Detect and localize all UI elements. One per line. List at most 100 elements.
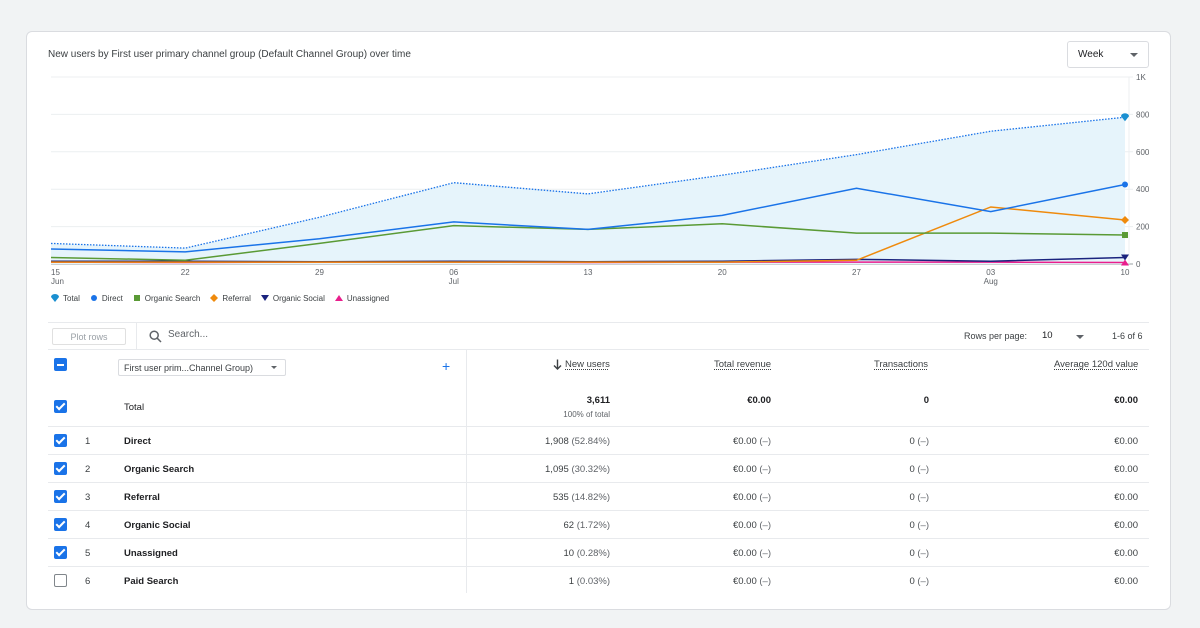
plot-rows-button[interactable]: Plot rows: [52, 328, 126, 345]
legend-item[interactable]: Organic Search: [132, 293, 201, 303]
row-new-users-pct: (0.03%): [576, 576, 610, 587]
row-new-users: 10 (0.28%): [520, 548, 610, 559]
row-transactions: 0 (–): [868, 548, 929, 559]
series-line-referral: [51, 206, 1126, 263]
search-icon: [149, 330, 162, 343]
dimension-select[interactable]: First user prim...Channel Group): [118, 359, 286, 376]
row-new-users-value: 535: [552, 492, 569, 503]
row-new-users: 62 (1.72%): [520, 520, 610, 531]
y-tick-label: 0: [1136, 260, 1141, 269]
row-average-value: €0.00: [1114, 548, 1138, 559]
legend-marker-icon: [90, 295, 97, 301]
add-dimension-button[interactable]: +: [442, 358, 451, 374]
x-tick-label: 10: [1121, 268, 1130, 277]
total-area: [51, 117, 1125, 264]
table-row: 1 Direct 1,908 (52.84%) €0.00 (–) 0 (–) €0.00: [48, 426, 1149, 454]
total-transactions: 0: [923, 395, 929, 406]
pagination-info: 1-6 of 6: [1112, 331, 1143, 341]
x-tick-label: 06: [449, 268, 458, 277]
row-new-users: 1 (0.03%): [520, 576, 610, 587]
row-transactions-value: 0: [909, 436, 915, 447]
total-label: Total: [124, 402, 145, 413]
row-transactions-value: 0: [909, 576, 915, 587]
col-transactions[interactable]: Transactions: [874, 359, 929, 370]
sort-desc-icon[interactable]: [553, 359, 562, 370]
column-divider: [466, 350, 467, 593]
row-average-value: €0.00: [1114, 464, 1138, 475]
row-new-users: 1,908 (52.84%): [520, 436, 610, 447]
row-revenue-value: €0.00: [732, 548, 757, 559]
search-input[interactable]: [168, 329, 468, 340]
divider: [136, 323, 137, 350]
series-line-total: [50, 116, 1126, 249]
x-tick-label: 15: [51, 268, 60, 277]
x-tick-sublabel: Aug: [984, 277, 998, 286]
row-index: 1: [85, 436, 91, 447]
row-checkbox[interactable]: [54, 518, 67, 531]
row-index: 5: [85, 548, 91, 559]
row-transactions-change: (–): [917, 464, 929, 475]
row-checkbox[interactable]: [54, 434, 67, 447]
row-revenue: €0.00 (–): [688, 548, 771, 559]
table-row: 2 Organic Search 1,095 (30.32%) €0.00 (–) 0 …: [48, 454, 1149, 482]
row-new-users: 1,095 (30.32%): [520, 464, 610, 475]
row-transactions: 0 (–): [868, 436, 929, 447]
legend-item[interactable]: Unassigned: [334, 293, 389, 303]
row-transactions: 0 (–): [868, 464, 929, 475]
row-average-value: €0.00: [1114, 576, 1138, 587]
row-revenue: €0.00 (–): [688, 492, 771, 503]
caret-down-icon: [1076, 335, 1084, 339]
row-revenue-value: €0.00: [732, 436, 757, 447]
row-new-users-value: 62: [563, 520, 575, 531]
chart-title: New users by First user primary channel …: [48, 49, 411, 60]
table-toolbar: Plot rows Rows per page: 10 1-6 of 6: [48, 322, 1149, 350]
row-new-users-value: 1,095: [545, 464, 569, 475]
legend-label: Total: [63, 293, 80, 303]
legend-marker-icon: [260, 295, 269, 301]
row-checkbox[interactable]: [54, 574, 67, 587]
row-new-users-pct: (14.82%): [571, 492, 610, 503]
col-new-users[interactable]: New users: [565, 359, 610, 370]
x-tick-label: 27: [852, 268, 861, 277]
row-checkbox[interactable]: [54, 546, 67, 559]
series-end-marker: [1122, 181, 1128, 188]
legend-marker-icon: [210, 294, 219, 302]
legend-label: Unassigned: [346, 293, 390, 303]
legend-label: Referral: [222, 293, 251, 303]
row-index: 3: [85, 492, 91, 503]
col-average-120d-value[interactable]: Average 120d value: [1054, 359, 1139, 370]
y-tick-label: 400: [1136, 185, 1150, 194]
dimension-select-value: First user prim...Channel Group): [124, 363, 254, 373]
row-checkbox[interactable]: [54, 462, 67, 475]
row-new-users-pct: (1.72%): [576, 520, 610, 531]
row-transactions-value: 0: [909, 520, 915, 531]
row-revenue: €0.00 (–): [688, 520, 771, 531]
select-all-checkbox[interactable]: [54, 358, 67, 371]
row-checkbox[interactable]: [54, 490, 67, 503]
row-revenue-value: €0.00: [732, 464, 757, 475]
report-card: [26, 31, 1171, 610]
row-index: 6: [85, 576, 91, 587]
legend-label: Organic Search: [144, 293, 201, 303]
series-end-marker: [1121, 259, 1129, 266]
legend-item[interactable]: Referral: [209, 293, 251, 303]
total-checkbox[interactable]: [54, 400, 67, 413]
total-new-users-share: 100% of total: [563, 410, 610, 419]
caret-down-icon: [1130, 53, 1138, 57]
row-transactions-change: (–): [917, 576, 929, 587]
table-row: 4 Organic Social 62 (1.72%) €0.00 (–) 0 (–) €…: [48, 510, 1149, 538]
row-transactions-change: (–): [917, 520, 929, 531]
rows-per-page-select[interactable]: 10: [1042, 330, 1084, 341]
row-transactions-change: (–): [917, 492, 929, 503]
row-channel-name: Referral: [124, 492, 160, 503]
legend-item[interactable]: Organic Social: [260, 293, 325, 303]
row-channel-name: Unassigned: [124, 548, 178, 559]
y-tick-label: 600: [1136, 148, 1150, 157]
row-new-users-value: 1,908: [545, 436, 569, 447]
legend-item[interactable]: Total: [50, 293, 80, 303]
series-line-direct: [50, 183, 1126, 253]
legend-item[interactable]: Direct: [89, 293, 123, 303]
period-select[interactable]: Week: [1067, 41, 1149, 68]
col-total-revenue[interactable]: Total revenue: [714, 359, 772, 370]
rows-per-page-label: Rows per page:: [964, 331, 1028, 341]
